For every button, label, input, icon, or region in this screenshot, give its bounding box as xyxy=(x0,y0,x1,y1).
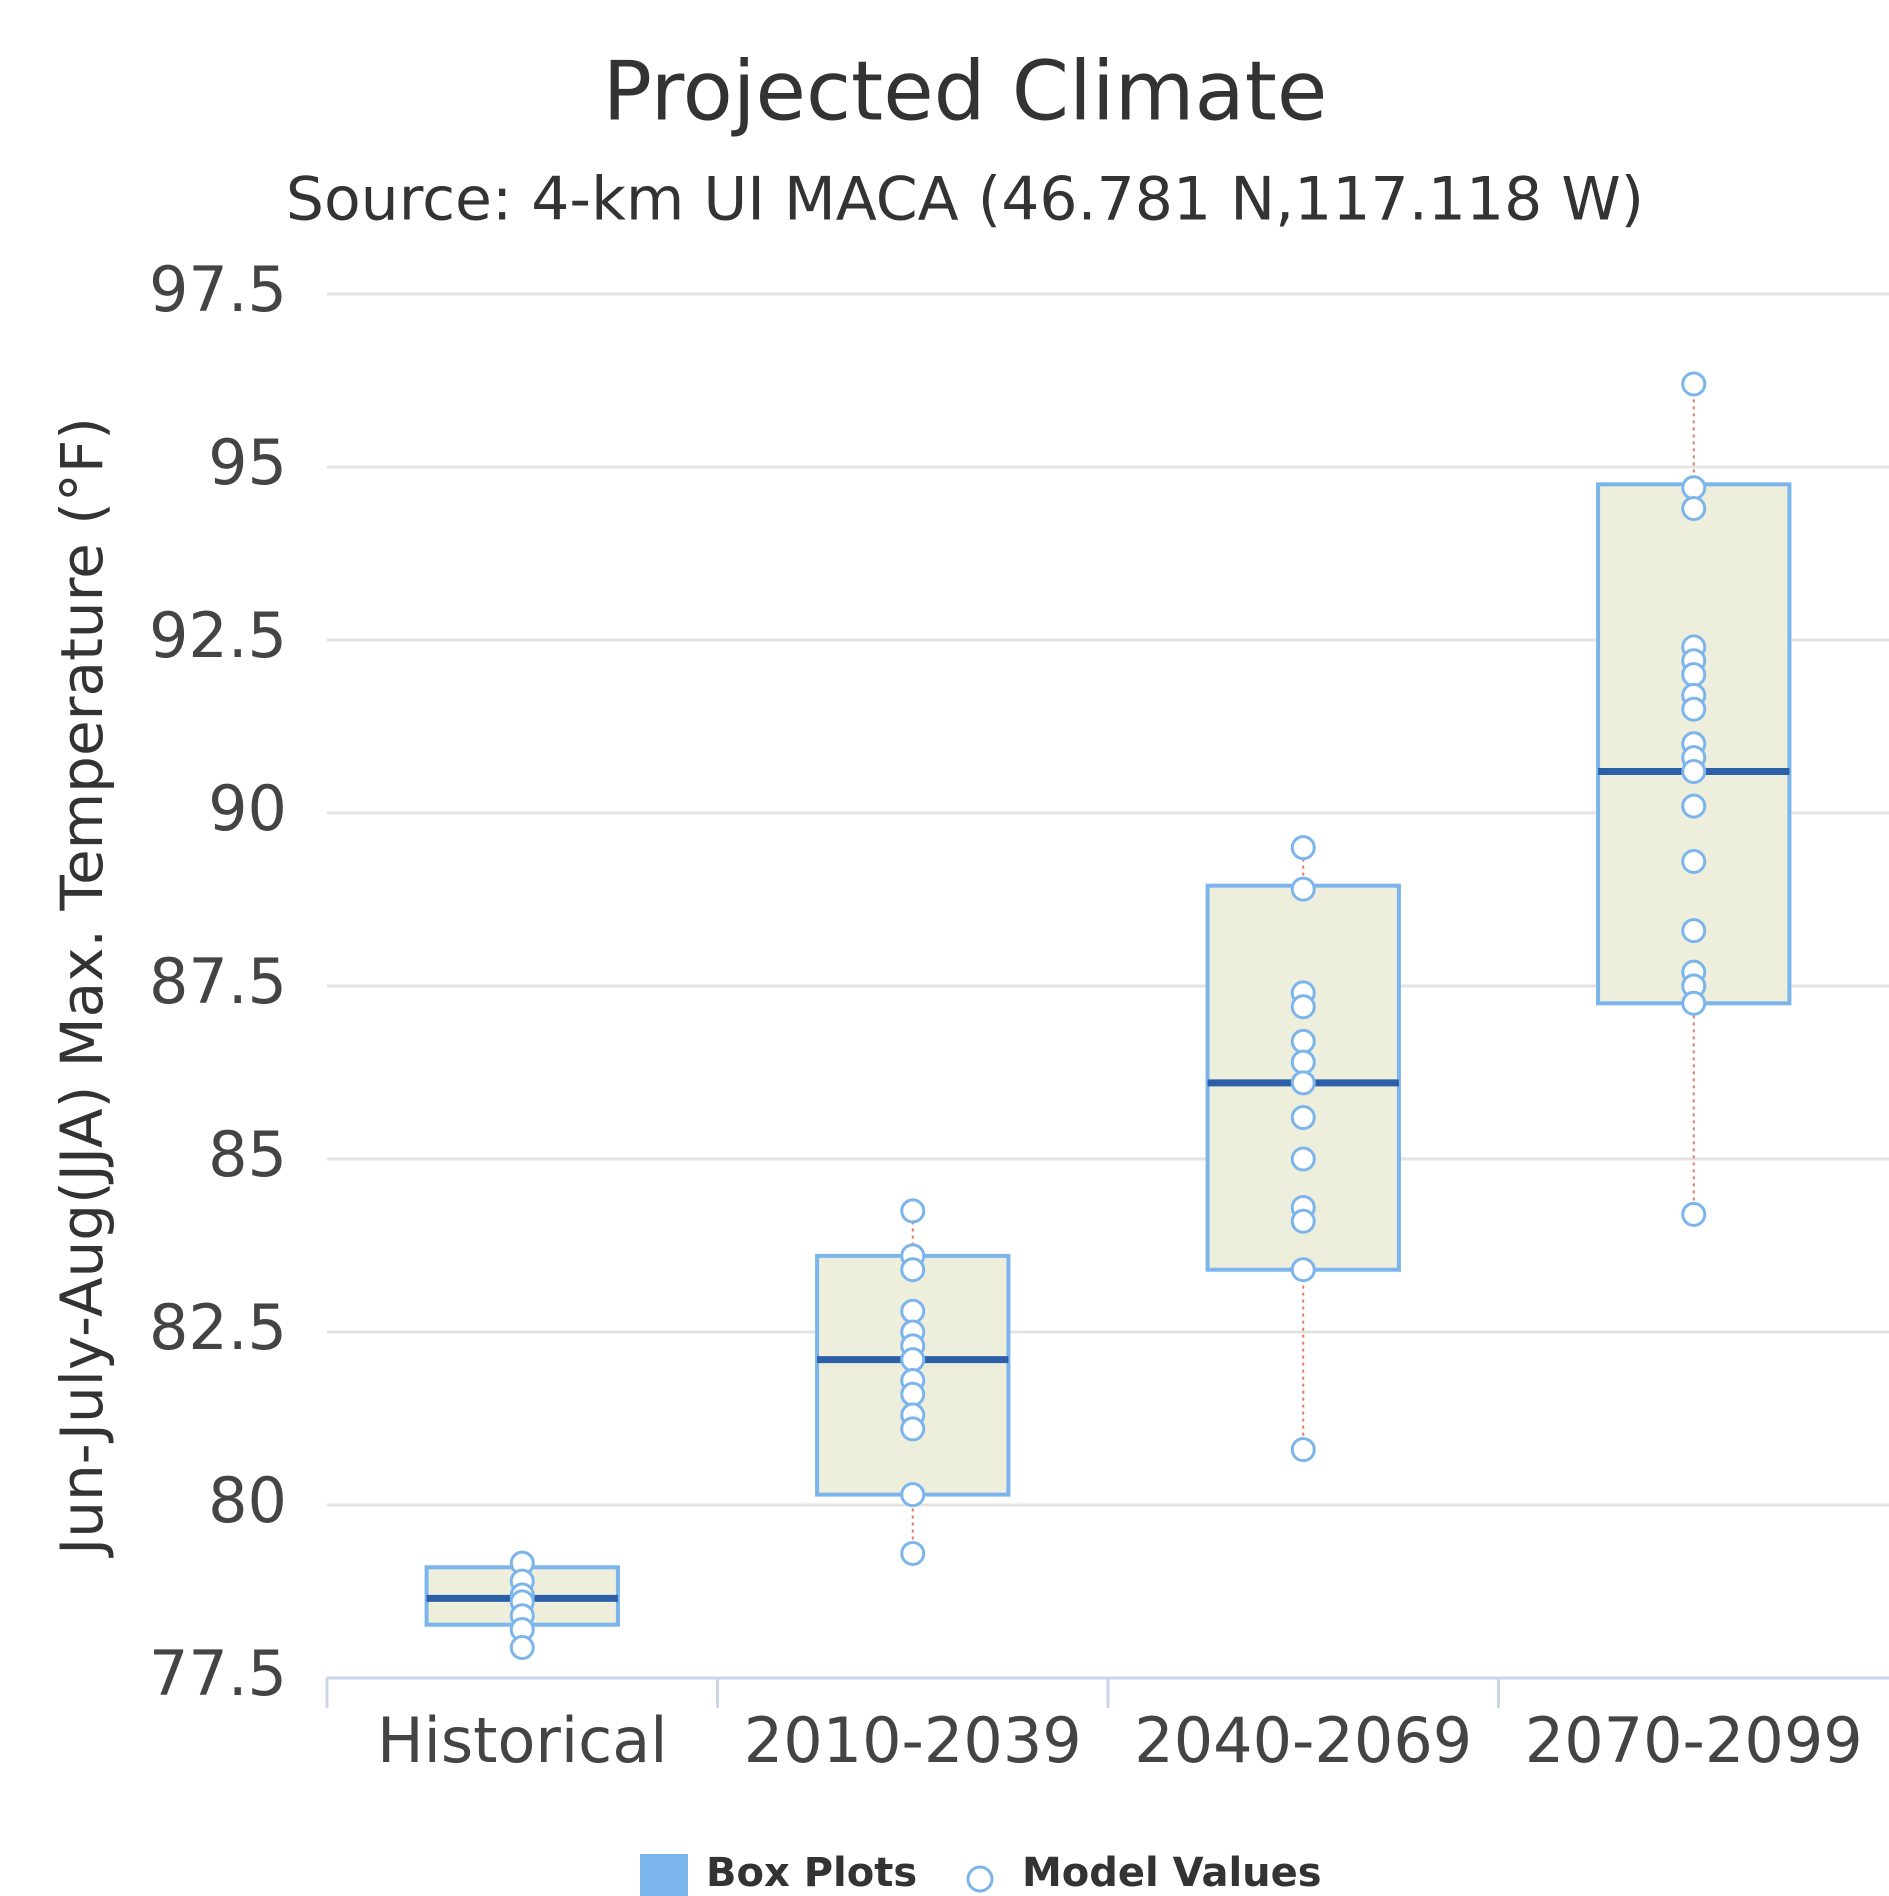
model-point xyxy=(1681,496,1707,522)
model-point xyxy=(1681,990,1707,1016)
y-tick-label: 92.5 xyxy=(149,599,287,672)
model-point xyxy=(1681,918,1707,944)
model-point xyxy=(1290,1104,1316,1130)
legend-swatch xyxy=(640,1854,688,1896)
model-point xyxy=(900,1198,926,1224)
model-point xyxy=(900,1416,926,1442)
model-point xyxy=(1681,1201,1707,1227)
model-point xyxy=(1681,662,1707,688)
model-point xyxy=(1290,1070,1316,1096)
model-point xyxy=(1681,696,1707,722)
y-tick-label: 87.5 xyxy=(149,945,287,1018)
legend-label: Model Values xyxy=(1022,1850,1322,1896)
chart-title: Projected Climate xyxy=(603,44,1328,139)
model-point xyxy=(1681,848,1707,874)
model-point xyxy=(1681,475,1707,501)
x-tick-label: 2010-2039 xyxy=(744,1704,1082,1777)
model-point xyxy=(1290,1146,1316,1172)
y-tick-label: 95 xyxy=(208,426,287,499)
legend-label: Box Plots xyxy=(706,1850,917,1896)
model-point xyxy=(1290,1208,1316,1234)
model-point xyxy=(900,1257,926,1283)
model-point xyxy=(900,1482,926,1508)
model-point xyxy=(1290,994,1316,1020)
y-tick-label: 80 xyxy=(208,1464,287,1537)
x-tick-label: 2040-2069 xyxy=(1134,1704,1472,1777)
model-point xyxy=(900,1347,926,1373)
model-point xyxy=(1290,1049,1316,1075)
y-tick-label: 97.5 xyxy=(149,253,287,326)
legend-symbol xyxy=(966,1865,994,1893)
model-point xyxy=(1681,793,1707,819)
model-point xyxy=(1290,1437,1316,1463)
x-tick-label: Historical xyxy=(377,1704,667,1777)
y-tick-label: 82.5 xyxy=(149,1291,287,1364)
model-point xyxy=(1290,1257,1316,1283)
model-point xyxy=(1290,1028,1316,1054)
model-point xyxy=(509,1635,535,1661)
y-tick-label: 77.5 xyxy=(149,1637,287,1710)
x-tick-label: 2070-2099 xyxy=(1525,1704,1863,1777)
model-point xyxy=(1681,758,1707,784)
chart-subtitle: Source: 4-km UI MACA (46.781 N,117.118 W… xyxy=(286,165,1644,235)
y-tick-label: 85 xyxy=(208,1118,287,1191)
model-point xyxy=(900,1298,926,1324)
y-axis-label: Jun-July-Aug(JJA) Max. Temperature (°F) xyxy=(48,417,116,1558)
model-point xyxy=(900,1381,926,1407)
model-point xyxy=(900,1540,926,1566)
model-point xyxy=(1681,371,1707,397)
y-tick-label: 90 xyxy=(208,772,287,845)
model-point xyxy=(1290,835,1316,861)
model-point xyxy=(1290,876,1316,902)
